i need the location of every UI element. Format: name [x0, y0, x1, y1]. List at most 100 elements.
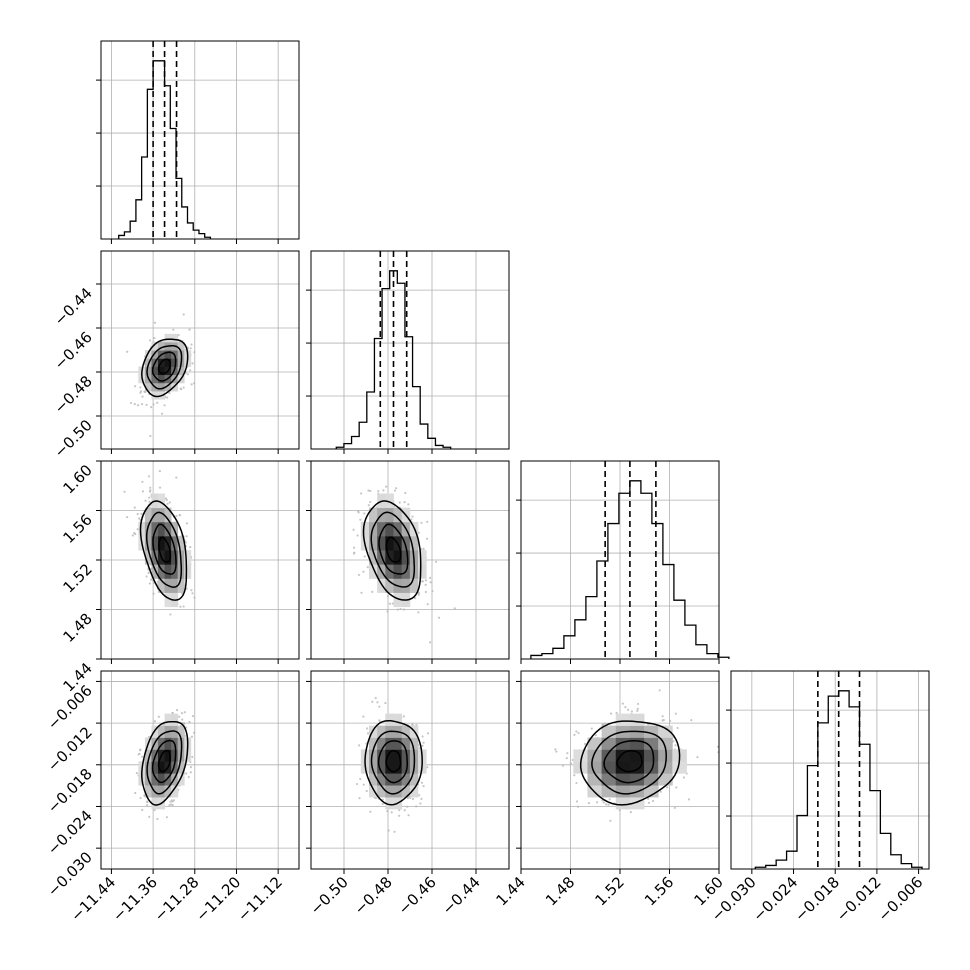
density-cell	[629, 737, 645, 750]
density-cell	[385, 713, 394, 726]
density-cell	[368, 749, 378, 762]
sample-point	[153, 321, 156, 324]
scatter-panel-2-1	[306, 460, 510, 664]
y-tick-label: −0.012	[44, 723, 96, 775]
density-cell	[144, 350, 152, 359]
sample-point	[185, 535, 188, 538]
sample-point	[602, 801, 605, 804]
x-tick-label: −0.50	[307, 873, 352, 918]
contour-level-0	[385, 750, 402, 773]
sample-point	[590, 727, 593, 730]
sample-point	[596, 801, 599, 804]
sample-point	[355, 782, 359, 786]
sample-point	[160, 412, 164, 415]
scatter-panel-3-0	[96, 670, 300, 874]
density-cell	[158, 382, 165, 392]
sample-point	[168, 501, 171, 504]
sample-point	[386, 810, 389, 813]
density-cell	[177, 578, 185, 593]
density-cell	[151, 366, 159, 376]
sample-point	[358, 796, 361, 800]
scatter-points	[554, 689, 719, 822]
density-cell	[368, 725, 378, 738]
density-cell	[177, 761, 185, 774]
sample-point	[647, 797, 650, 800]
density-cell	[171, 578, 179, 593]
sample-point	[193, 382, 196, 385]
density-cell	[615, 785, 631, 798]
sample-point	[136, 404, 140, 407]
density-cell	[171, 713, 179, 726]
scatter-frame-1-0	[100, 250, 300, 450]
density-cell	[164, 507, 172, 523]
density-cell	[377, 737, 386, 750]
density-cell	[171, 550, 179, 565]
contour-level-1	[151, 739, 177, 784]
sample-point	[366, 565, 369, 569]
density-cell	[164, 713, 172, 726]
density-cell	[144, 366, 152, 376]
sample-point	[369, 810, 372, 813]
sample-point	[191, 362, 194, 365]
sample-point	[145, 403, 148, 406]
contour-level-0	[158, 536, 172, 563]
density-cell	[368, 773, 378, 786]
sample-point	[420, 797, 423, 800]
sample-point	[378, 705, 381, 708]
density-cell	[587, 773, 603, 786]
y-tick-label: 1.60	[59, 461, 95, 497]
sample-point	[422, 784, 425, 788]
sample-point	[636, 709, 639, 712]
density-cell	[615, 797, 631, 810]
density-cell	[377, 773, 386, 786]
density-cell	[184, 564, 192, 579]
sample-point	[153, 720, 157, 723]
histogram-frame-1	[310, 250, 510, 450]
y-tick-label: 1.56	[59, 511, 95, 547]
sample-point	[363, 512, 366, 515]
density-cell	[177, 535, 185, 551]
contour-level-1	[603, 740, 655, 784]
sample-point	[149, 578, 153, 581]
density-cell	[158, 521, 165, 537]
sample-point	[148, 500, 151, 504]
sample-point	[675, 786, 678, 789]
sample-point	[148, 339, 152, 342]
sample-point	[587, 802, 591, 805]
sample-point	[188, 328, 191, 331]
sample-point	[402, 608, 405, 611]
density-cell	[401, 773, 411, 786]
density-cell	[164, 592, 172, 608]
sample-point	[180, 711, 184, 715]
density-cell	[144, 382, 152, 392]
density-cell	[418, 550, 427, 565]
sample-point	[187, 775, 190, 779]
sample-point	[146, 800, 149, 803]
density-cell	[385, 535, 394, 551]
sample-point	[431, 590, 434, 593]
density-cell	[368, 564, 378, 579]
sample-point	[604, 803, 608, 806]
sample-point	[136, 512, 139, 516]
density-cell	[177, 341, 185, 351]
sample-point	[139, 796, 142, 800]
sample-point	[561, 764, 565, 767]
sample-point	[171, 804, 174, 807]
sample-point	[404, 491, 407, 495]
sample-point	[144, 390, 147, 394]
density-cell	[177, 725, 185, 738]
sample-point	[554, 748, 557, 751]
histogram-panel-1	[306, 250, 510, 454]
contour-level-3	[364, 719, 423, 806]
density-cell	[158, 493, 165, 509]
density-cell	[629, 773, 645, 786]
sample-point	[575, 781, 578, 785]
sample-point	[429, 641, 432, 644]
density-cell	[377, 761, 386, 774]
density-cell	[368, 550, 378, 565]
density-cell	[615, 737, 631, 750]
sample-point	[393, 830, 396, 833]
sample-point	[182, 605, 185, 608]
sample-point	[609, 712, 613, 715]
density-cell	[409, 737, 419, 750]
